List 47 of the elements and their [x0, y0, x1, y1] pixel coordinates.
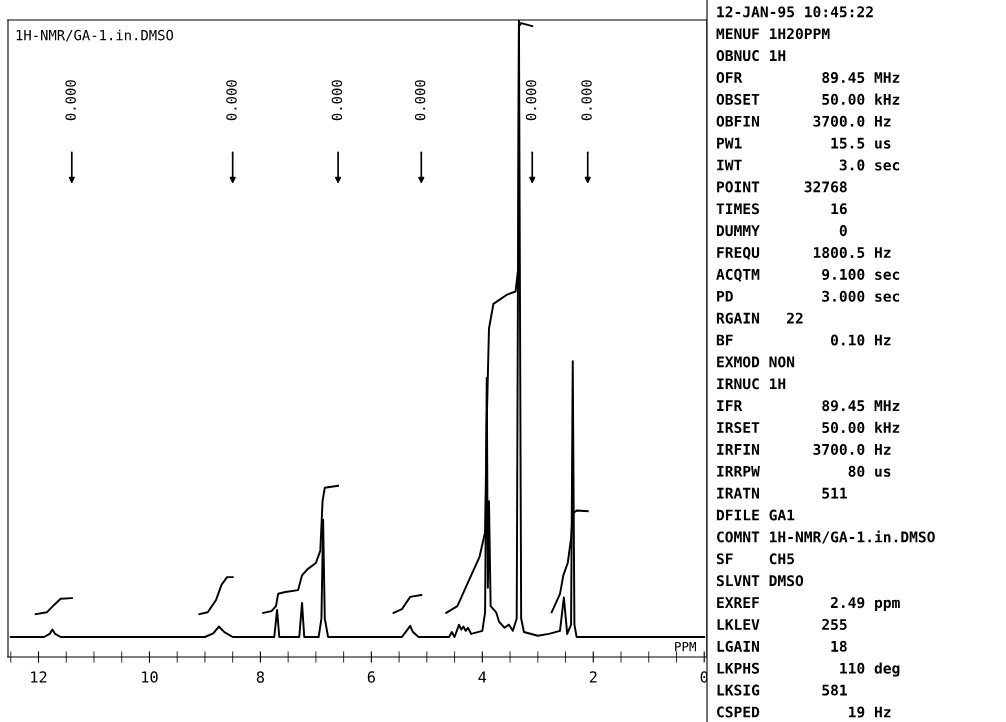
- text: SLVNT DMSO: [716, 575, 804, 587]
- x-axis-title: PPM: [675, 642, 696, 652]
- text: LKPHS 110 deg: [717, 662, 900, 677]
- x-tick-label: 12: [31, 671, 47, 683]
- text: IRSET 50.00 kHz: [717, 421, 900, 434]
- x-tick-label: 4: [478, 671, 487, 683]
- text: IRFIN 3700.0 Hz: [717, 443, 891, 455]
- text: IFR 89.45 MHz: [717, 400, 900, 412]
- text: MENUF 1H20PPM: [716, 28, 830, 40]
- annotation: 0.000: [226, 80, 237, 121]
- annotation: 0.000: [65, 80, 76, 121]
- annotation: 0.000: [581, 80, 592, 121]
- text: IRATN 511: [717, 487, 847, 499]
- text: DFILE GA1: [716, 509, 795, 521]
- text: RGAIN 22: [716, 312, 803, 324]
- text: IWT 3.0 sec: [717, 159, 900, 171]
- text: EXREF 2.49 ppm: [717, 597, 900, 611]
- text: LGAIN 18: [717, 640, 847, 652]
- annotation: 0.000: [414, 80, 426, 121]
- text: IRRPW 80 us: [717, 465, 891, 477]
- text: PD 3.000 sec: [717, 290, 900, 302]
- text: 12-JAN-95 10:45:22: [717, 6, 873, 18]
- text: SF CH5: [716, 553, 794, 565]
- text: OBSET 50.00 kHz: [716, 93, 900, 105]
- text: EXMOD NON: [717, 356, 795, 368]
- x-tick-label: 10: [142, 671, 158, 683]
- text: LKSIG 581: [717, 684, 847, 696]
- text: FREQU 1800.5 Hz: [717, 246, 891, 260]
- text: LKLEV 255: [717, 618, 847, 630]
- text: IRNUC 1H: [717, 378, 786, 390]
- annotation: 0.000: [525, 80, 537, 121]
- x-tick-label: 8: [256, 671, 265, 683]
- text: ACQTM 9.100 sec: [716, 268, 900, 282]
- text: DUMMY 0: [716, 225, 847, 237]
- text: OBNUC 1H: [716, 50, 786, 62]
- text: PW1 15.5 us: [717, 137, 891, 149]
- text: POINT 32768: [717, 181, 847, 193]
- annotation: 0.000: [331, 80, 343, 121]
- text: TIMES 16: [716, 203, 847, 215]
- text: OFR 89.45 MHz: [716, 71, 900, 84]
- x-tick-label: 2: [589, 671, 597, 683]
- text: 1H-NMR/GA-1.in.DMSO: [16, 29, 174, 42]
- text: OBFIN 3700.0 Hz: [716, 115, 891, 127]
- text: CSPED 19 Hz: [717, 706, 891, 718]
- text: BF 0.10 Hz: [716, 334, 891, 346]
- text: COMNT 1H-NMR/GA-1.in.DMSO: [717, 530, 935, 544]
- x-tick-label: 6: [367, 671, 375, 683]
